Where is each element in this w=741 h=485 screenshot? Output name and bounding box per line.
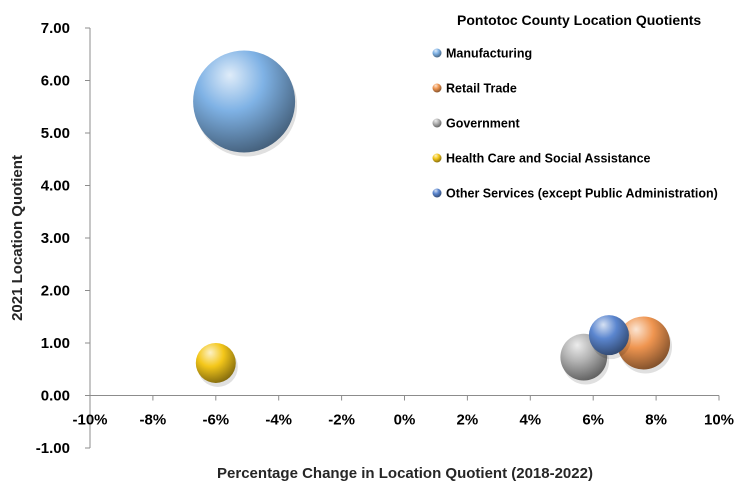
legend-label: Retail Trade [446,82,517,96]
x-tick-label: -8% [140,412,167,429]
x-tick-label: 8% [645,412,667,429]
x-tick-label: 10% [704,412,734,429]
legend-marker [432,118,442,128]
x-tick-label: 4% [519,412,541,429]
legend-label: Government [446,117,520,131]
y-tick-label: 0.00 [41,388,70,405]
legend-label: Manufacturing [446,47,532,61]
x-tick-label: -4% [265,412,292,429]
y-tick-label: 4.00 [41,178,70,195]
y-tick-label: 5.00 [41,125,70,142]
x-tick-label: -10% [72,412,107,429]
bubble-retail-trade [617,316,671,370]
x-tick-label: 0% [394,412,416,429]
x-tick-label: 6% [582,412,604,429]
legend: Manufacturing Retail Trade Government Healt… [432,47,718,201]
x-axis-title: Percentage Change in Location Quotient (… [217,465,593,482]
legend-label: Health Care and Social Assistance [446,152,651,166]
legend-label: Other Services (except Public Administra… [446,187,718,201]
x-tick-label: 2% [457,412,479,429]
y-axis-title: 2021 Location Quotient [9,155,26,321]
y-tick-label: 2.00 [41,283,70,300]
bubbles [193,50,673,387]
legend-marker [432,83,442,93]
y-tick-label: -1.00 [36,440,70,457]
bubble-manufacturing [193,50,296,153]
x-tick-label: -2% [328,412,355,429]
legend-marker [432,48,442,58]
y-tick-label: 3.00 [41,230,70,247]
chart-title: Pontotoc County Location Quotients [457,12,701,28]
bubble-other-services-except-public-administration [588,315,629,356]
y-tick-label: 1.00 [41,335,70,352]
x-tick-label: -6% [202,412,229,429]
legend-marker [432,188,442,198]
y-tick-label: 7.00 [41,20,70,37]
axes: 7.00 6.00 5.00 4.00 3.00 2.00 1.00 0.00 -1.00-10… [36,20,734,457]
bubble-health-care-and-social-assistance [195,342,236,383]
y-tick-label: 6.00 [41,73,70,90]
legend-marker [432,153,442,163]
